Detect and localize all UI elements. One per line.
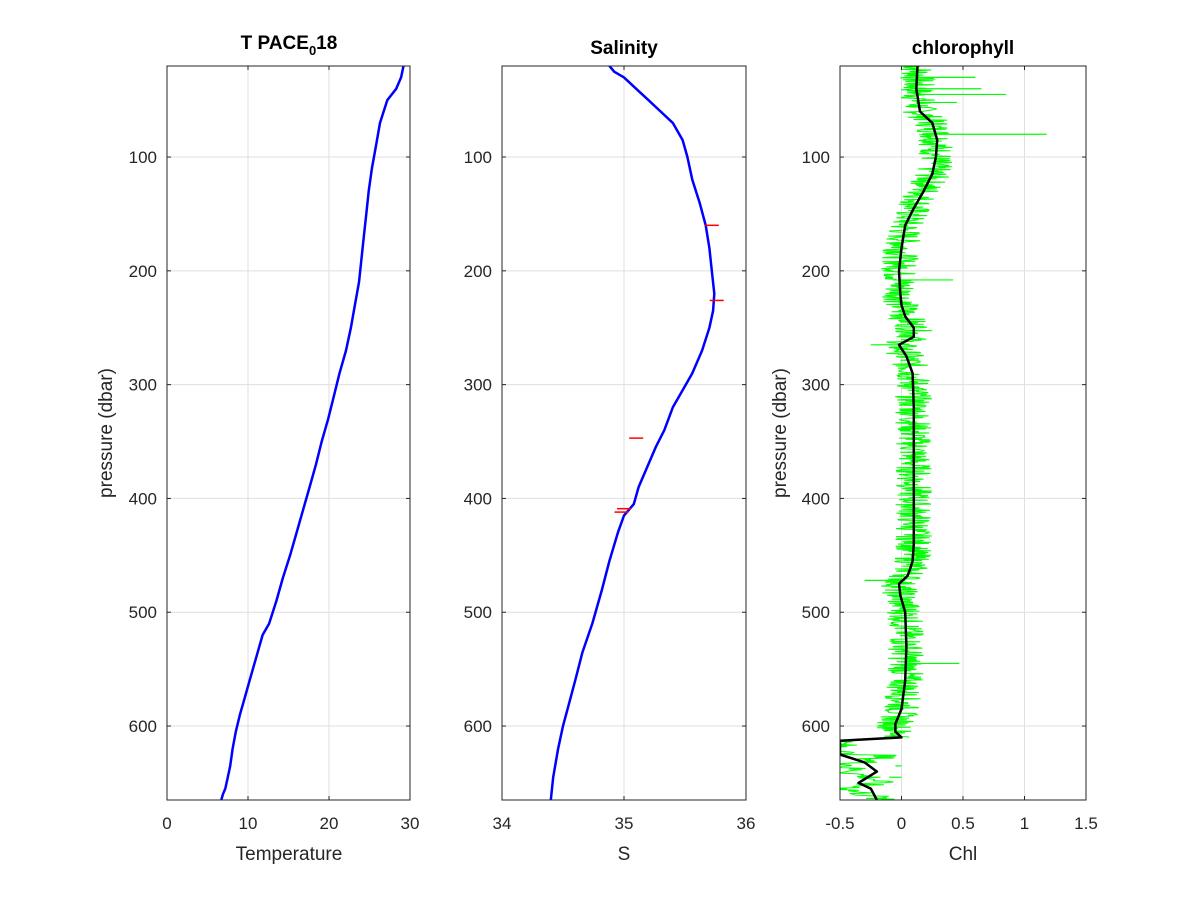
plot-area <box>167 66 410 800</box>
y-tick-label: 400 <box>802 489 830 508</box>
series-line-0 <box>840 66 939 800</box>
chlorophyll-panel: chlorophyll Chl pressure (dbar) -0.5 0 0.5… <box>770 38 1098 865</box>
axes-box <box>166 65 411 801</box>
salinity-xlabel: S <box>618 844 631 865</box>
y-tick-label: 400 <box>464 489 492 508</box>
temperature-title-subscript: 0 <box>309 43 316 58</box>
y-tick-label: 100 <box>802 148 830 167</box>
y-tick-label: 500 <box>129 603 157 622</box>
chlorophyll-ylabel: pressure (dbar) <box>770 368 791 498</box>
y-tick-label: 100 <box>464 148 492 167</box>
y-tick-label: 500 <box>464 603 492 622</box>
x-tick-label: 0 <box>897 814 906 833</box>
y-tick-label: 300 <box>129 376 157 395</box>
y-tick-label: 200 <box>129 262 157 281</box>
x-tick-label: 20 <box>320 814 339 833</box>
temperature-xlabel: Temperature <box>236 844 343 865</box>
temperature-title-suffix: 18 <box>316 33 337 54</box>
x-tick-label: 0 <box>162 814 171 833</box>
data-layer <box>549 66 724 800</box>
x-tick-label: 0.5 <box>951 814 975 833</box>
y-tick-label: 300 <box>464 376 492 395</box>
y-tick-label: 200 <box>464 262 492 281</box>
chlorophyll-xlabel: Chl <box>949 844 978 865</box>
y-tick-label: 600 <box>464 717 492 736</box>
salinity-panel-title: Salinity <box>590 38 658 59</box>
x-tick-label: 35 <box>615 814 634 833</box>
y-tick-label: 400 <box>129 489 157 508</box>
salinity-panel: Salinity S 34 35 36 100 200 300 400 500 600 <box>464 38 756 865</box>
raw-chlorophyll-trace <box>876 66 953 738</box>
series-line-0 <box>220 66 405 800</box>
x-tick-label: -0.5 <box>825 814 854 833</box>
y-tick-label: 600 <box>129 717 157 736</box>
y-tick-label: 200 <box>802 262 830 281</box>
data-layer <box>840 66 1047 800</box>
y-tick-label: 100 <box>129 148 157 167</box>
raw-chlorophyll-deep-trace <box>840 740 897 800</box>
temperature-title-main: T PACE <box>241 33 309 54</box>
y-tick-label: 600 <box>802 717 830 736</box>
x-tick-label: 30 <box>401 814 420 833</box>
temperature-ylabel: pressure (dbar) <box>96 368 117 498</box>
y-tick-label: 300 <box>802 376 830 395</box>
temperature-panel-title: T PACE018 <box>241 33 338 58</box>
y-tick-label: 500 <box>802 603 830 622</box>
x-tick-label: 34 <box>493 814 512 833</box>
data-layer <box>220 66 405 800</box>
x-tick-label: 1.5 <box>1074 814 1098 833</box>
series-line-0 <box>549 66 716 800</box>
chlorophyll-panel-title: chlorophyll <box>912 38 1014 59</box>
x-tick-label: 1 <box>1020 814 1029 833</box>
x-tick-label: 10 <box>239 814 258 833</box>
x-tick-label: 36 <box>737 814 756 833</box>
